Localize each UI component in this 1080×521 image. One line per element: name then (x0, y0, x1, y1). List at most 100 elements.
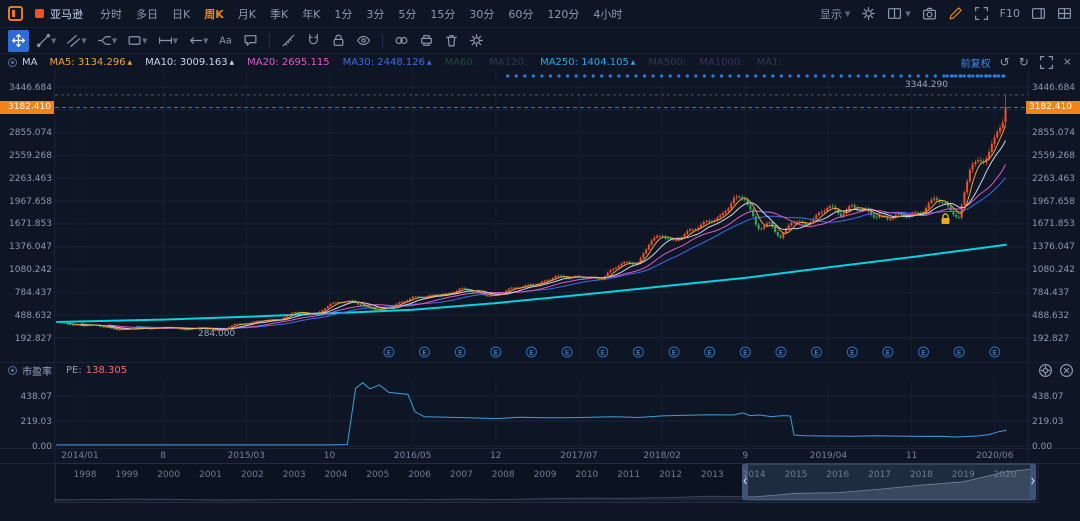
timeline-right-handle[interactable] (1030, 464, 1036, 500)
pe-toggle-icon[interactable] (8, 366, 17, 375)
stock-tab[interactable]: 亚马逊 (33, 0, 93, 28)
ma-item-ma10[interactable]: MA10: 3009.163 ▲ (145, 56, 235, 68)
timeframe-15分[interactable]: 15分 (430, 7, 456, 21)
timeframe-1分[interactable]: 1分 (334, 7, 353, 21)
display-menu[interactable]: 显示 ▼ (820, 6, 850, 22)
magnet-tool[interactable] (303, 30, 324, 52)
timeline-year-label: 2009 (533, 470, 557, 480)
app-logo[interactable] (8, 6, 23, 21)
maximize-pane-icon[interactable] (1039, 55, 1054, 70)
ma-item-ma5[interactable]: MA5: 3134.296 ▲ (49, 56, 133, 68)
timeline-year-label: 2020 (993, 470, 1017, 480)
timeframe-多日[interactable]: 多日 (136, 7, 158, 21)
x-axis-label: 2014/01 (61, 451, 99, 461)
pencil-icon[interactable] (948, 6, 963, 21)
y-axis-label-left: 1080.242 (9, 265, 52, 276)
indicator-toggle-icon[interactable] (8, 57, 17, 67)
ma-item-ma30[interactable]: MA30: 2448.126 ▲ (342, 56, 432, 68)
ma-item-ma1000[interactable]: MA1000: (699, 56, 744, 68)
x-axis-label: 2017/07 (560, 451, 598, 461)
timeline-year-label: 2003 (282, 470, 306, 480)
pe-pane-title: 市盈率 (22, 367, 52, 378)
timeframe-月K[interactable]: 月K (237, 7, 256, 21)
x-axis-label: 11 (905, 451, 918, 461)
comment-tool[interactable] (240, 30, 261, 52)
candlesticks (57, 94, 1007, 332)
timeframe-30分[interactable]: 30分 (469, 7, 495, 21)
pe-settings-icon[interactable] (1038, 363, 1053, 378)
timeframe-120分[interactable]: 120分 (547, 7, 580, 21)
toolbar-separator (269, 33, 271, 48)
pe-y-axis-label-right: 219.03 (1032, 416, 1064, 427)
layout-dropdown[interactable]: ▼ (887, 6, 911, 21)
timeframe-周K[interactable]: 周K (204, 7, 224, 21)
ma-item-ma1[interactable]: MA1: (756, 56, 782, 68)
settings-gear-icon[interactable] (861, 6, 876, 21)
grid-layout-icon[interactable] (1057, 6, 1072, 21)
svg-text:E: E (494, 349, 498, 357)
undo-icon[interactable]: ↺ (999, 55, 1010, 69)
timeline-year-label: 2005 (366, 470, 390, 480)
redo-icon[interactable]: ↻ (1018, 55, 1029, 69)
pitchfork-tool[interactable]: ▼ (94, 30, 120, 52)
ruler-tool[interactable] (278, 30, 299, 52)
adjust-mode-button[interactable]: 前复权 (960, 58, 991, 70)
shape-tool[interactable]: ▼ (124, 30, 150, 52)
ma-item-ma60[interactable]: MA60: (444, 56, 477, 68)
svg-text:E: E (387, 349, 391, 357)
panel-right-icon[interactable] (1031, 6, 1046, 21)
svg-text:E: E (636, 349, 640, 357)
trendline-tool[interactable]: ▼ (33, 30, 59, 52)
timeline-year-label: 2012 (659, 470, 682, 480)
ma-item-ma500[interactable]: MA500: (648, 56, 687, 68)
crosshair-tool[interactable] (8, 29, 29, 52)
eye-tool[interactable] (353, 30, 374, 52)
ma-item-ma120[interactable]: MA120: (489, 56, 528, 68)
pe-y-axis-label-right: 438.07 (1032, 391, 1064, 402)
chevron-down-icon: ▼ (142, 36, 148, 45)
y-axis-label-right: 784.437 (1032, 287, 1070, 298)
timeframe-年K[interactable]: 年K (302, 7, 321, 21)
timeframe-60分[interactable]: 60分 (508, 7, 534, 21)
camera-icon[interactable] (922, 6, 937, 21)
x-axis-label: 8 (160, 451, 167, 461)
text-tool[interactable]: Aa (215, 30, 236, 52)
lock-tool[interactable] (328, 30, 349, 52)
svg-text:E: E (601, 349, 605, 357)
timeframe-分时[interactable]: 分时 (100, 7, 122, 21)
up-arrow-icon: ▲ (125, 58, 133, 66)
x-axis-label: 12 (490, 451, 502, 461)
trash-tool[interactable] (441, 30, 462, 52)
ma-item-ma250[interactable]: MA250: 1404.105 ▲ (540, 56, 636, 68)
y-axis-label-right: 2263.463 (1032, 173, 1075, 184)
channel-tool[interactable]: ▼ (63, 30, 89, 52)
lock-marker-icon[interactable] (941, 213, 950, 224)
timeframe-5分[interactable]: 5分 (398, 7, 417, 21)
close-pane-icon[interactable]: × (1062, 55, 1072, 68)
ma-item-ma20[interactable]: MA20: 2695.115 (247, 56, 330, 68)
svg-text:E: E (743, 349, 747, 357)
link-tool[interactable] (391, 30, 412, 52)
svg-text:E: E (458, 349, 462, 357)
timeframe-3分[interactable]: 3分 (366, 7, 385, 21)
timeframe-4小时[interactable]: 4小时 (593, 7, 623, 21)
f10-button[interactable]: F10 (999, 7, 1020, 20)
indicator-group-label: MA (22, 56, 38, 68)
pe-close-icon[interactable] (1059, 363, 1074, 378)
fullscreen-icon[interactable] (974, 6, 989, 21)
measure-tool[interactable]: ▼ (155, 30, 181, 52)
event-dots[interactable] (506, 74, 1006, 78)
timeframe-日K[interactable]: 日K (172, 7, 191, 21)
timeline-year-label: 2000 (157, 470, 181, 480)
timeline-year-label: 2017 (868, 470, 892, 480)
chevron-down-icon: ▼ (111, 36, 118, 45)
printer-tool[interactable] (416, 30, 437, 52)
timeframe-季K[interactable]: 季K (269, 7, 289, 21)
settings-tool[interactable] (466, 30, 487, 52)
arrow-left-tool[interactable]: ▼ (185, 30, 211, 52)
chevron-down-icon: ▼ (905, 9, 911, 18)
svg-text:Aa: Aa (220, 36, 233, 47)
ma-list: MA5: 3134.296 ▲ MA10: 3009.163 ▲ MA20: 269… (49, 57, 794, 68)
